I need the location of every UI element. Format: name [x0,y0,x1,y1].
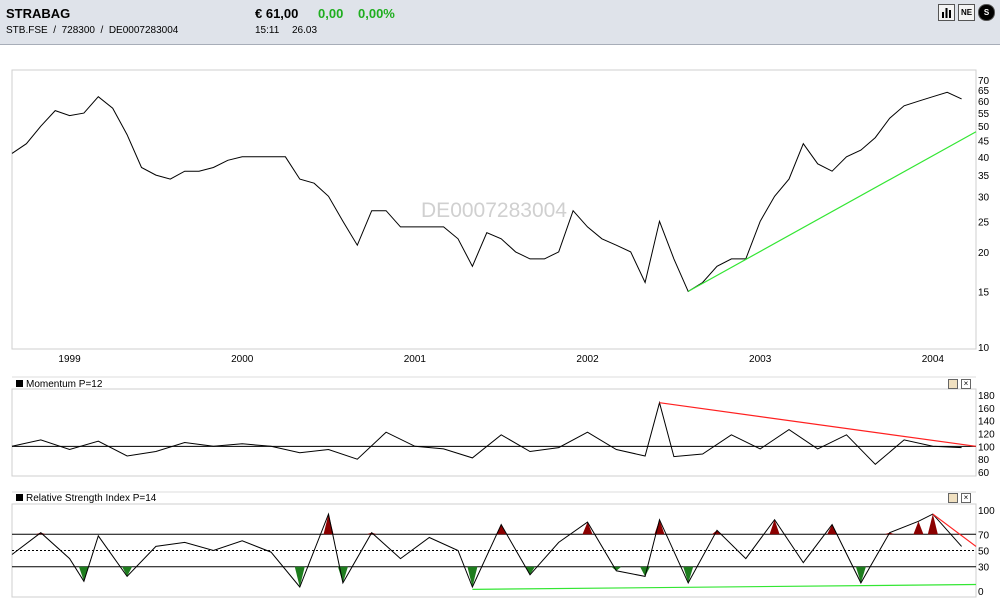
price-y-tick-label: 10 [978,343,990,354]
rsi-overbought-fill [496,524,507,535]
rsi-oversold-fill [524,566,535,575]
momentum-series-line [11,400,962,465]
rsi-overbought-fill [827,524,838,535]
momentum-panel-frame [11,388,977,477]
price-change-percent: 0,00% [358,6,395,21]
rsi-oversold-fill [855,566,866,583]
price-y-tick-label: 30 [978,192,990,203]
momentum-y-tick-label: 60 [978,468,990,479]
momentum-close-icon[interactable]: × [961,379,971,389]
quote-header: STRABAG STB.FSE / 728300 / DE0007283004 … [0,0,1000,45]
price-x-tick-label: 1999 [58,354,81,365]
s-icon[interactable]: S [978,4,995,21]
momentum-y-tick-label: 160 [978,404,995,415]
instrument-identifiers: STB.FSE / 728300 / DE0007283004 [6,25,179,36]
price-x-tick-label: 2002 [576,354,599,365]
rsi-overbought-fill [323,514,334,535]
price-x-tick-label: 2004 [922,354,945,365]
last-price: € 61,00 [255,6,299,21]
rsi-y-tick-label: 70 [978,530,990,541]
momentum-settings-icon[interactable] [948,379,958,389]
momentum-y-tick-label: 80 [978,455,990,466]
rsi-overbought-fill [913,521,924,535]
momentum-title-label: Momentum P=12 [26,379,103,390]
rsi-series-line [11,512,962,589]
rsi-oversold-fill [611,566,622,571]
momentum-y-tick-label: 180 [978,391,995,402]
price-y-tick-label: 70 [978,76,990,87]
momentum-trendline-red [659,402,977,447]
price-x-tick-label: 2003 [749,354,772,365]
price-series-line [11,91,962,293]
news-icon[interactable]: NE [958,4,975,21]
rsi-oversold-fill [294,566,305,587]
bar-chart-icon[interactable] [938,4,955,21]
instrument-name: STRABAG [6,6,71,21]
rsi-close-icon[interactable]: × [961,493,971,503]
rsi-y-tick-label: 30 [978,563,990,574]
price-y-tick-label: 15 [978,287,990,298]
price-y-tick-label: 45 [978,137,990,148]
rsi-oversold-fill [467,566,478,587]
price-y-tick-label: 40 [978,153,990,164]
price-x-tick-label: 2001 [404,354,427,365]
price-panel-frame [11,69,977,350]
price-y-tick-label: 60 [978,97,990,108]
quote-time: 15:11 [255,25,280,36]
rsi-overbought-fill [35,532,46,535]
price-y-tick-label: 50 [978,122,990,133]
quote-date: 26.03 [292,25,318,36]
watermark: DE0007283004 [421,199,567,222]
rsi-oversold-fill [683,566,694,583]
rsi-y-tick-label: 100 [978,506,995,517]
price-y-tick-label: 65 [978,86,990,97]
price-y-tick-label: 35 [978,171,990,182]
momentum-panel-title: Momentum P=12 [16,379,102,390]
rsi-title-label: Relative Strength Index P=14 [26,493,157,504]
price-y-tick-label: 25 [978,217,990,228]
rsi-overbought-fill [582,522,593,535]
price-change: 0,00 [318,6,344,21]
rsi-trendline-green [472,583,977,590]
rsi-panel-title: Relative Strength Index P=14 [16,493,156,504]
rsi-y-tick-label: 50 [978,547,990,558]
rsi-trendline-red [932,513,977,547]
price-y-tick-label: 20 [978,248,990,259]
chart-area: DE0007283004 706560555045403530252015101… [11,69,995,598]
momentum-y-tick-label: 100 [978,442,995,453]
momentum-y-tick-label: 120 [978,430,995,441]
rsi-oversold-fill [640,566,651,577]
price-y-tick-label: 55 [978,109,990,120]
rsi-oversold-fill [122,566,133,577]
price-x-tick-label: 2000 [231,354,254,365]
price-trendline-green [687,131,977,292]
rsi-y-tick-label: 0 [978,587,984,598]
rsi-overbought-fill [769,519,780,535]
rsi-overbought-fill [927,514,938,535]
momentum-y-tick-label: 140 [978,417,995,428]
rsi-oversold-fill [78,566,89,582]
rsi-settings-icon[interactable] [948,493,958,503]
